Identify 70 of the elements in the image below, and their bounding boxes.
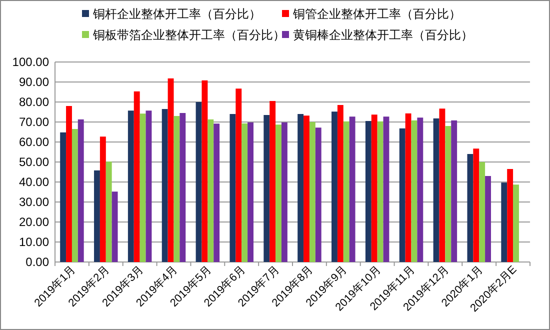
bar xyxy=(100,136,106,262)
bar xyxy=(349,116,356,262)
bar xyxy=(242,123,248,262)
bar xyxy=(337,105,344,262)
bar xyxy=(343,121,350,262)
bar xyxy=(485,176,491,262)
bar xyxy=(281,122,288,262)
bar xyxy=(202,80,208,262)
bar xyxy=(276,124,282,262)
bar xyxy=(78,119,84,262)
bar xyxy=(134,91,140,262)
bar xyxy=(439,108,446,262)
bar xyxy=(196,102,202,262)
bar xyxy=(230,114,236,262)
bar xyxy=(451,120,458,262)
bar xyxy=(162,109,168,262)
bar xyxy=(405,113,412,262)
bar xyxy=(128,110,134,262)
bar xyxy=(417,118,424,262)
y-tick-label: 0.00 xyxy=(26,255,50,269)
bar xyxy=(66,106,72,262)
y-tick-label: 30.00 xyxy=(18,195,50,209)
bar xyxy=(479,162,486,262)
bar xyxy=(309,122,316,262)
bar xyxy=(399,128,406,262)
bar xyxy=(146,110,152,262)
y-tick-label: 70.00 xyxy=(18,115,50,129)
bar xyxy=(467,154,474,262)
bar xyxy=(168,78,174,262)
legend-label: 铜管企业整体开工率（百分比） xyxy=(292,7,461,21)
bar xyxy=(507,169,514,262)
bar xyxy=(94,170,100,262)
y-tick-label: 40.00 xyxy=(18,175,50,189)
bar xyxy=(140,114,146,262)
y-tick-label: 90.00 xyxy=(18,75,50,89)
bar xyxy=(304,116,310,262)
y-tick-label: 50.00 xyxy=(18,155,50,169)
bar xyxy=(298,114,304,262)
bar xyxy=(72,129,78,262)
bar xyxy=(60,132,66,262)
bar xyxy=(445,126,452,262)
bar xyxy=(112,192,118,262)
bar xyxy=(214,124,220,262)
bar xyxy=(180,113,186,262)
bar xyxy=(264,115,270,262)
y-tick-label: 10.00 xyxy=(18,235,50,249)
bar xyxy=(513,184,519,262)
bar xyxy=(270,101,276,262)
bar xyxy=(106,162,112,262)
bar xyxy=(365,121,372,262)
bar xyxy=(236,88,242,262)
bar xyxy=(371,114,378,262)
bar xyxy=(501,182,508,262)
bar xyxy=(473,148,480,262)
y-tick-label: 80.00 xyxy=(18,95,50,109)
y-tick-label: 100.00 xyxy=(12,55,50,69)
legend-label: 铜板带箔企业整体开工率（百分比） xyxy=(92,28,285,42)
y-tick-label: 60.00 xyxy=(18,135,50,149)
bar xyxy=(411,120,418,262)
bar xyxy=(174,116,180,262)
y-tick-label: 20.00 xyxy=(18,215,50,229)
legend-label: 铜杆企业整体开工率（百分比） xyxy=(92,7,261,21)
bar xyxy=(383,116,390,262)
legend-label: 黄铜棒企业整体开工率（百分比） xyxy=(293,28,473,42)
bar xyxy=(248,122,254,262)
bar xyxy=(332,112,338,262)
bar xyxy=(208,119,214,262)
bar xyxy=(315,128,322,262)
bar xyxy=(433,118,440,262)
bar xyxy=(377,121,384,262)
